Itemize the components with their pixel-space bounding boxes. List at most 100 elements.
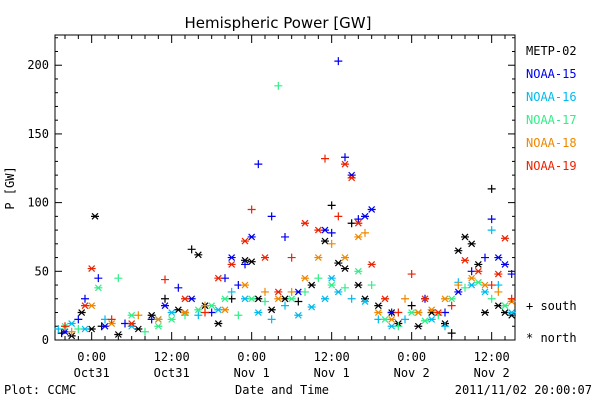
y-axis-label: P [GW]	[3, 166, 17, 209]
north-marker	[221, 295, 229, 303]
south-marker	[367, 281, 376, 290]
north-marker	[301, 219, 309, 227]
north-marker	[214, 320, 223, 327]
south-marker	[394, 308, 403, 317]
north-marker	[461, 256, 469, 264]
south-marker	[287, 253, 296, 262]
north-marker	[387, 315, 396, 323]
x-tick-date-label: Nov 2	[394, 366, 430, 380]
north-marker	[301, 274, 309, 282]
x-tick-time-label: 12:00	[154, 350, 190, 364]
y-tick-label: 150	[27, 127, 49, 141]
north-marker	[501, 261, 509, 268]
south-marker	[61, 322, 69, 331]
north-marker	[221, 306, 229, 314]
north-marker	[247, 295, 256, 303]
south-marker	[234, 311, 243, 320]
plot-frame	[54, 34, 516, 341]
south-marker	[241, 260, 249, 269]
south-marker	[401, 315, 409, 324]
north-marker	[454, 247, 463, 255]
south-marker	[327, 239, 336, 248]
north-marker	[354, 233, 363, 241]
south-marker	[341, 153, 349, 162]
north-marker	[181, 309, 189, 316]
south-marker	[301, 287, 309, 296]
south-marker	[487, 215, 496, 224]
north-marker	[247, 258, 256, 266]
series-noaa-16	[54, 226, 516, 334]
data-points	[54, 57, 516, 340]
south-marker	[267, 315, 276, 324]
north-marker	[421, 295, 429, 303]
south-marker	[141, 327, 149, 336]
north-marker	[361, 212, 369, 220]
north-marker	[414, 309, 423, 316]
south-marker	[74, 315, 83, 324]
x-tick-time-label: 12:00	[314, 350, 350, 364]
south-marker	[461, 283, 469, 292]
south-marker	[74, 325, 83, 334]
north-marker	[321, 295, 329, 303]
series-noaa-17	[61, 81, 509, 336]
south-marker	[281, 301, 289, 310]
footer-timestamp: 2011/11/02 20:00:07	[455, 383, 592, 397]
x-tick-time-label: 12:00	[474, 350, 510, 364]
south-marker	[54, 325, 63, 334]
north-marker	[467, 274, 476, 282]
north-marker	[354, 281, 363, 289]
north-marker	[381, 295, 389, 303]
y-tick-label: 200	[27, 58, 49, 72]
north-marker	[367, 206, 376, 213]
north-marker	[287, 295, 296, 303]
y-tick-label: 0	[42, 333, 49, 347]
north-marker	[347, 174, 356, 182]
north-marker	[134, 325, 143, 333]
south-marker	[407, 270, 416, 279]
north-marker	[427, 315, 436, 323]
north-marker	[327, 281, 336, 289]
south-marker	[494, 287, 503, 296]
south-marker	[441, 322, 449, 331]
south-marker	[94, 274, 103, 283]
north-marker	[274, 288, 283, 296]
north-marker	[474, 261, 483, 268]
south-marker	[354, 215, 363, 224]
south-marker	[274, 81, 283, 90]
south-marker	[394, 322, 403, 331]
south-marker	[194, 311, 203, 320]
north-marker	[474, 267, 483, 275]
x-axis: 0:00 Oct31 12:00 Oct31 0:00 Nov 1 12:00 Nov 1 0:…	[64, 35, 510, 380]
south-marker	[107, 315, 116, 324]
south-marker	[174, 283, 183, 292]
north-marker	[241, 237, 249, 245]
footer-plot-source: Plot: CCMC	[4, 383, 76, 397]
north-marker	[454, 288, 463, 296]
south-marker	[334, 212, 343, 221]
south-marker	[134, 311, 143, 320]
north-marker	[341, 265, 349, 272]
south-marker	[207, 308, 216, 317]
north-marker	[174, 306, 183, 314]
south-marker	[341, 283, 349, 292]
south-marker	[281, 232, 289, 241]
north-marker	[494, 270, 503, 278]
south-marker	[361, 228, 369, 237]
legend-south-marker: + south	[526, 299, 577, 313]
south-marker	[321, 154, 329, 163]
north-marker	[434, 309, 443, 316]
north-marker	[194, 306, 203, 314]
south-marker	[314, 274, 323, 283]
north-marker	[207, 302, 216, 310]
north-marker	[261, 254, 269, 261]
south-marker	[507, 270, 516, 279]
south-marker	[507, 294, 516, 303]
south-marker	[81, 294, 89, 303]
south-marker	[261, 287, 269, 296]
north-marker	[147, 311, 156, 319]
north-marker	[314, 226, 323, 234]
south-marker	[374, 315, 383, 324]
north-marker	[427, 306, 436, 314]
south-marker	[254, 160, 263, 169]
north-marker	[167, 315, 176, 323]
